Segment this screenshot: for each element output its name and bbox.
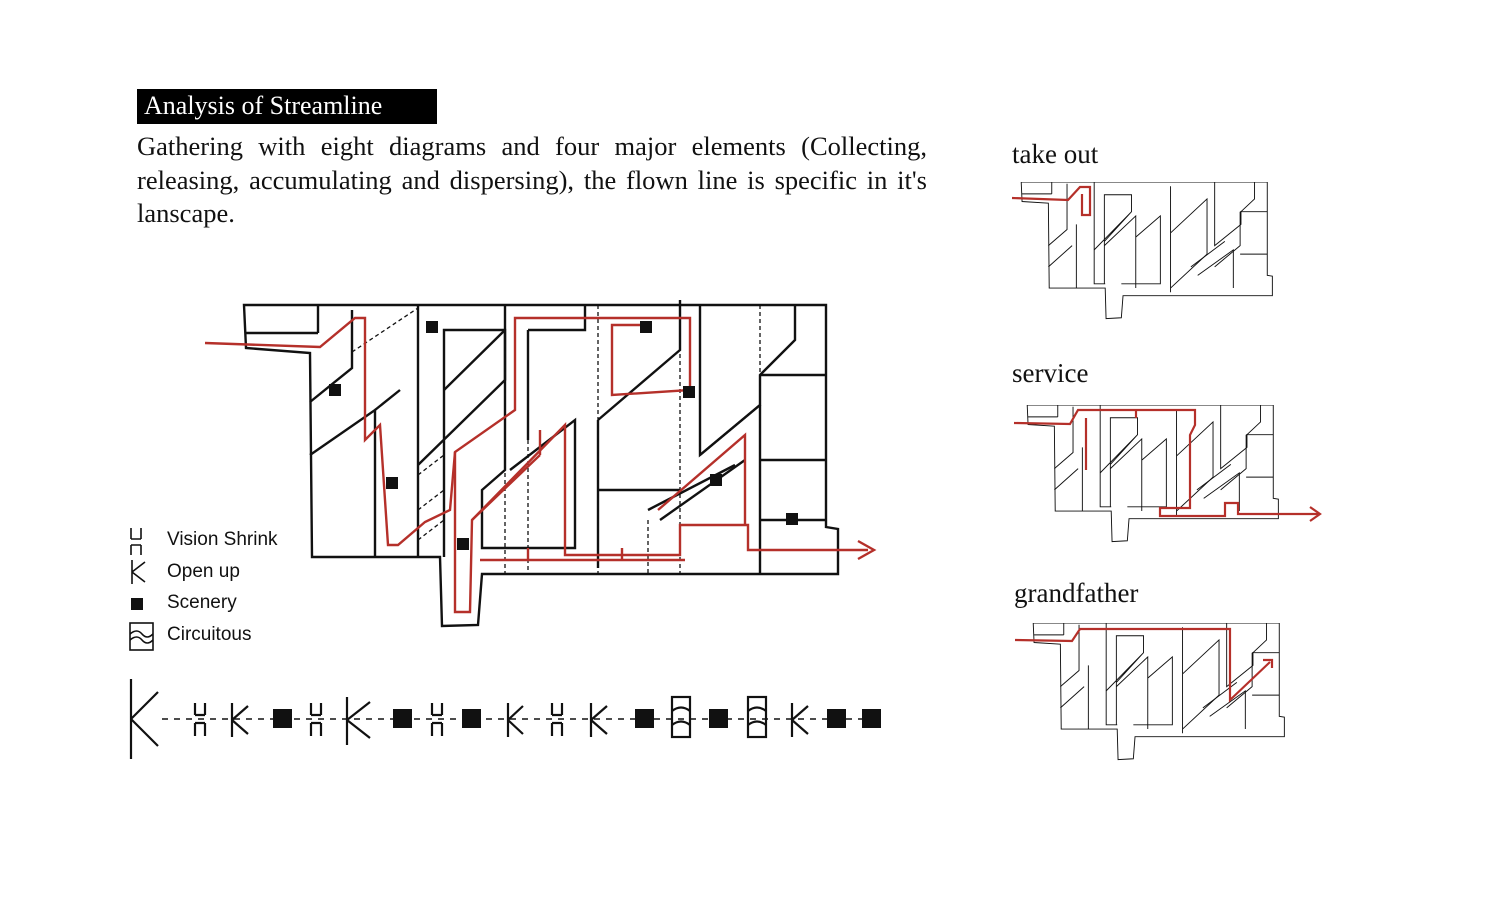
open-up-icon <box>230 703 249 737</box>
scenery-icon <box>393 709 412 728</box>
scenery-markers <box>329 321 798 550</box>
vision-shrink-icon <box>430 703 444 736</box>
scenery-icon <box>457 538 469 550</box>
scenery-icon <box>640 321 652 333</box>
open-up-icon <box>345 697 371 745</box>
scenery-icon <box>635 709 654 728</box>
scenery-icon <box>131 598 143 610</box>
route-label-take-out: take out <box>1012 139 1099 169</box>
scenery-icon <box>827 709 846 728</box>
scenery-icon <box>683 386 695 398</box>
main-route <box>204 316 877 614</box>
route-label-grandfather: grandfather <box>1014 578 1139 608</box>
vision-shrink-icon <box>193 703 207 736</box>
vision-shrink-icon <box>309 703 323 736</box>
circuitous-icon <box>129 622 154 651</box>
open-up-icon <box>790 703 809 737</box>
legend-label-circuitous: Circuitous <box>167 624 252 645</box>
sequence-strip <box>129 679 882 759</box>
legend-icons <box>129 528 154 651</box>
vision-shrink-icon <box>550 703 564 736</box>
scenery-icon <box>709 709 728 728</box>
scenery-icon <box>386 477 398 489</box>
route-label-service: service <box>1012 358 1089 388</box>
scenery-icon <box>786 513 798 525</box>
scenery-icon <box>462 709 481 728</box>
heading: Analysis of Streamline <box>137 89 437 124</box>
mini-plan-take-out <box>1011 182 1273 320</box>
circuitous-icon <box>746 695 768 739</box>
description: Gathering with eight diagrams and four m… <box>137 131 927 228</box>
open-up-icon <box>129 679 159 759</box>
legend-label-open-up: Open up <box>167 561 240 582</box>
main-plan <box>204 300 877 628</box>
open-up-icon <box>506 703 524 737</box>
scenery-icon <box>426 321 438 333</box>
scenery-icon <box>862 709 881 728</box>
scenery-icon <box>710 474 722 486</box>
vision-shrink-icon <box>130 528 142 555</box>
legend-label-scenery: Scenery <box>167 592 237 613</box>
open-up-icon <box>589 703 608 737</box>
main-plan-outline <box>242 303 840 628</box>
scenery-icon <box>273 709 292 728</box>
circuitous-icon <box>670 695 692 739</box>
open-up-icon <box>131 560 146 584</box>
mini-plan-grandfather <box>1014 623 1285 761</box>
scenery-icon <box>329 384 341 396</box>
legend-label-vision-shrink: Vision Shrink <box>167 529 278 550</box>
mini-plan-service <box>1013 405 1322 543</box>
